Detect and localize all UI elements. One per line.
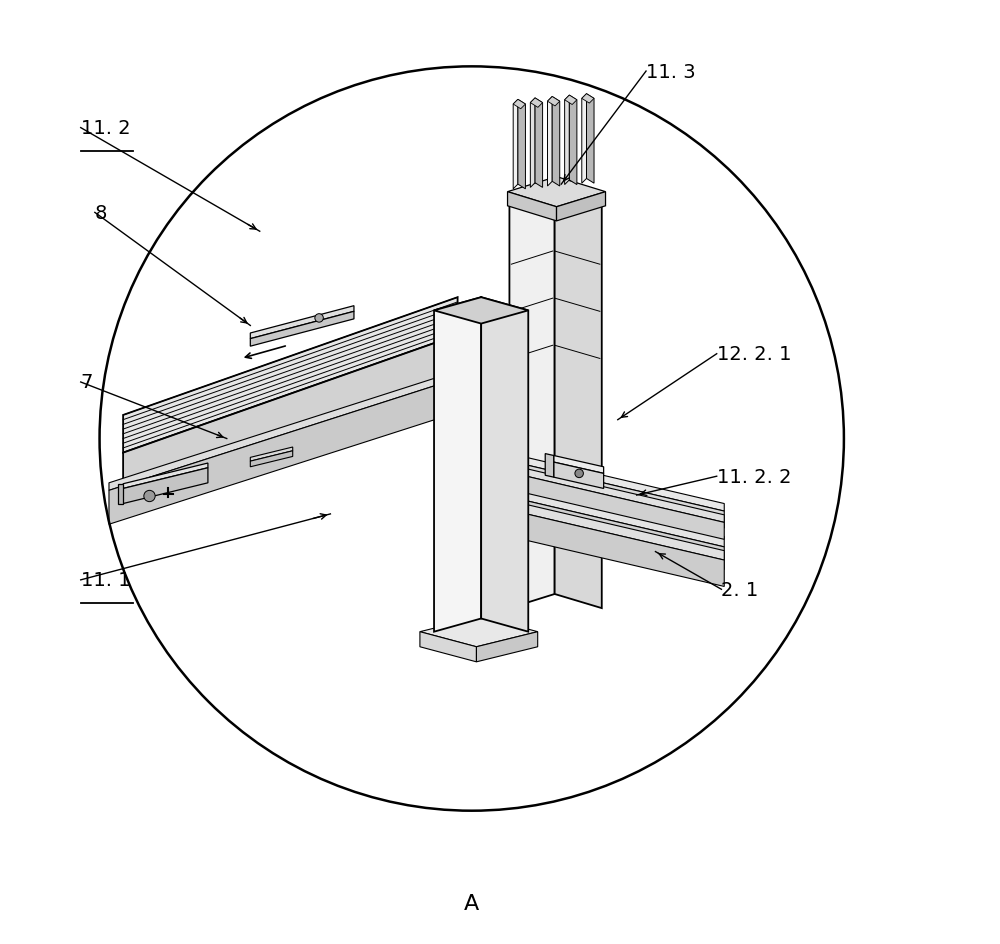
Polygon shape — [109, 376, 443, 491]
Polygon shape — [123, 298, 458, 453]
Polygon shape — [513, 100, 518, 190]
Polygon shape — [118, 484, 123, 504]
Text: 8: 8 — [95, 204, 107, 223]
Polygon shape — [434, 298, 528, 324]
Text: 2. 1: 2. 1 — [721, 581, 759, 599]
Text: 12. 2. 1: 12. 2. 1 — [717, 345, 791, 363]
Text: 11. 1: 11. 1 — [81, 571, 130, 590]
Polygon shape — [250, 451, 293, 467]
Polygon shape — [509, 190, 602, 218]
Circle shape — [315, 314, 323, 323]
Text: 11. 2. 2: 11. 2. 2 — [717, 467, 791, 486]
Polygon shape — [123, 468, 208, 504]
Text: 7: 7 — [81, 373, 93, 392]
Polygon shape — [530, 99, 543, 109]
Text: 11. 2: 11. 2 — [81, 119, 130, 138]
Polygon shape — [526, 469, 724, 523]
Polygon shape — [530, 99, 535, 188]
Polygon shape — [123, 464, 208, 489]
Polygon shape — [545, 454, 554, 478]
Polygon shape — [554, 456, 604, 474]
Polygon shape — [547, 97, 560, 107]
Polygon shape — [526, 477, 724, 540]
Polygon shape — [518, 100, 525, 190]
Polygon shape — [526, 505, 724, 561]
Polygon shape — [565, 96, 577, 106]
Polygon shape — [526, 491, 724, 548]
Polygon shape — [476, 632, 538, 662]
Polygon shape — [535, 99, 543, 188]
Polygon shape — [508, 177, 606, 208]
Polygon shape — [526, 501, 724, 570]
Polygon shape — [526, 458, 724, 512]
Polygon shape — [434, 298, 481, 632]
Circle shape — [144, 491, 155, 502]
Text: A: A — [464, 893, 479, 913]
Polygon shape — [552, 97, 560, 187]
Polygon shape — [526, 465, 724, 529]
Polygon shape — [547, 97, 552, 187]
Polygon shape — [420, 617, 538, 647]
Polygon shape — [109, 383, 443, 525]
Polygon shape — [555, 190, 602, 609]
Polygon shape — [123, 335, 458, 505]
Polygon shape — [250, 307, 354, 339]
Polygon shape — [582, 94, 586, 184]
Polygon shape — [554, 463, 604, 489]
Polygon shape — [586, 94, 594, 184]
Polygon shape — [250, 312, 354, 346]
Polygon shape — [569, 96, 577, 185]
Circle shape — [575, 470, 583, 478]
Polygon shape — [508, 193, 557, 222]
Text: 11. 3: 11. 3 — [646, 62, 696, 81]
Polygon shape — [481, 298, 528, 632]
Polygon shape — [513, 100, 525, 110]
Polygon shape — [582, 94, 594, 104]
Polygon shape — [420, 632, 476, 662]
Polygon shape — [250, 447, 293, 462]
Polygon shape — [526, 514, 724, 587]
Polygon shape — [557, 193, 606, 222]
Polygon shape — [509, 190, 555, 609]
Polygon shape — [565, 96, 569, 185]
